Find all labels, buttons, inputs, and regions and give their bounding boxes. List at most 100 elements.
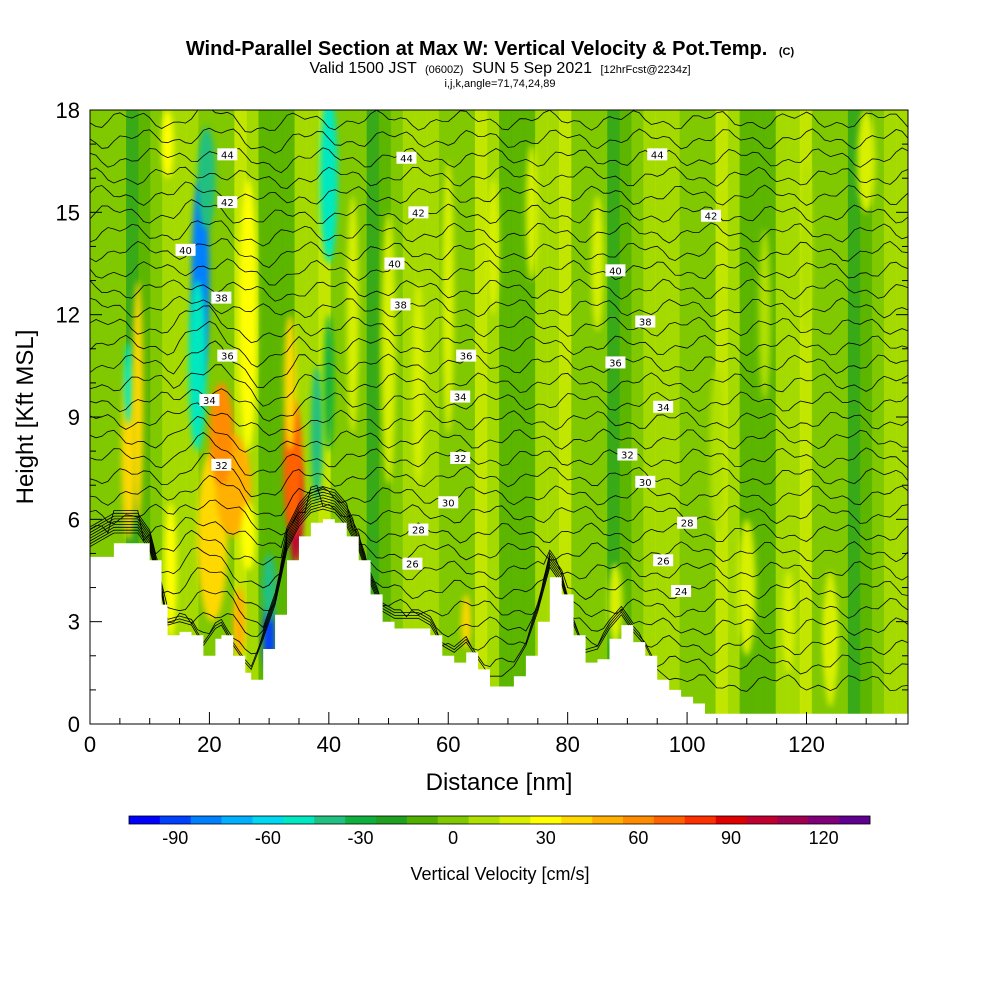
isentrope-label: 38 <box>635 315 656 328</box>
colorbar-swatch <box>746 816 778 824</box>
y-tick-label: 18 <box>56 98 80 123</box>
colorbar-swatch <box>623 816 655 824</box>
colorbar-swatch <box>376 816 408 824</box>
isentrope-labels: 44 44 44 42 42 42 40 40 40 38 38 38 36 36 36 34 34 34 32 32… <box>175 148 721 598</box>
isentrope-label: 32 <box>211 458 232 472</box>
velocity-band <box>787 110 801 724</box>
velocity-cell <box>197 127 216 230</box>
isentrope-label-text: 36 <box>609 358 622 369</box>
colorbar-swatch <box>530 816 562 824</box>
velocity-cell <box>310 365 323 503</box>
x-tick-label: 80 <box>555 732 579 757</box>
velocity-band <box>450 110 464 724</box>
isentrope-line <box>90 220 908 247</box>
y-tick-label: 9 <box>68 405 80 430</box>
isentrope-line <box>90 278 908 302</box>
isentrope-label-bg <box>211 458 232 471</box>
colorbar-tick-label: 30 <box>536 828 556 848</box>
isentrope-label: 32 <box>450 451 471 465</box>
isentrope-line <box>90 388 908 422</box>
isentrope-label-text: 32 <box>621 451 634 462</box>
colorbar-swatch <box>406 816 439 824</box>
isentrope-label-bg <box>647 148 668 161</box>
isentrope-label-bg <box>384 257 405 270</box>
colorbar-swatch <box>314 816 346 824</box>
isentrope-label-bg <box>605 264 626 277</box>
colorbar-frame <box>128 815 871 825</box>
svg-text:Wind-Parallel Section at Max W: Wind-Parallel Section at Max W: Vertical… <box>186 38 795 60</box>
colorbar-swatch <box>561 816 593 824</box>
isentrope-line <box>90 485 908 536</box>
isentrope-label: 36 <box>217 349 238 363</box>
velocity-band <box>691 110 705 724</box>
colorbar-tick-label: 60 <box>628 828 648 848</box>
isentrope-line <box>90 110 908 133</box>
isentrope-label-text: 38 <box>639 317 652 328</box>
isentrope-label-bg <box>450 451 471 464</box>
isentrope-label: 42 <box>700 209 721 223</box>
isentrope-line <box>90 258 908 286</box>
isentrope-label-text: 32 <box>215 461 228 472</box>
subtitle-params: i,j,k,angle=71,74,24,89 <box>444 78 555 90</box>
isentrope-line <box>90 500 908 638</box>
velocity-cell <box>591 195 604 332</box>
velocity-cell <box>381 212 396 486</box>
terrain-mask <box>90 519 908 724</box>
colorbar-title: Vertical Velocity [cm/s] <box>410 864 589 884</box>
isentrope-label-bg <box>217 196 238 209</box>
isentrope-label-text: 36 <box>221 352 234 363</box>
isentrope-label-text: 28 <box>681 519 694 530</box>
isentrope-label: 40 <box>605 264 626 277</box>
isentrope-label: 38 <box>211 291 232 305</box>
isentrope-label-text: 32 <box>454 454 467 465</box>
isentrope-label-text: 24 <box>675 587 688 598</box>
isentrope-label-text: 44 <box>400 154 413 165</box>
isentrope-label-text: 28 <box>412 526 425 537</box>
x-tick-label: 40 <box>317 732 341 757</box>
velocity-cell <box>124 341 134 424</box>
isentrope-line <box>90 165 908 190</box>
isentrope-label-text: 40 <box>179 246 192 257</box>
x-tick-label: 20 <box>197 732 221 757</box>
velocity-cell <box>461 594 471 649</box>
colorbar-swatch <box>715 816 747 824</box>
velocity-band <box>474 110 488 724</box>
velocity-band <box>703 110 717 724</box>
colorbar-swatch <box>499 816 531 824</box>
isentrope-label-bg <box>653 400 674 413</box>
velocity-cell <box>161 110 174 179</box>
y-axis-label: Height [Kft MSL] <box>12 330 39 505</box>
velocity-band <box>402 110 416 724</box>
velocity-band <box>823 110 837 724</box>
colorbar: -90 -60 -30 0 30 60 90 120 <box>128 815 871 848</box>
isentrope-label: 42 <box>408 206 429 219</box>
isentrope-label: 40 <box>384 257 405 271</box>
velocity-cell <box>319 110 338 264</box>
velocity-cell <box>782 570 795 673</box>
isentrope-line <box>90 402 908 436</box>
velocity-cell <box>346 195 359 435</box>
velocity-band <box>871 110 885 724</box>
isentrope-label-text: 42 <box>221 198 234 209</box>
isentrope-line <box>90 494 908 612</box>
colorbar-swatch <box>808 816 840 824</box>
colorbar-tick-label: -60 <box>255 828 281 848</box>
velocity-cell <box>324 314 334 452</box>
velocity-band <box>499 110 512 724</box>
isentrope-line <box>90 503 908 657</box>
isentrope-label-bg <box>456 349 477 362</box>
colorbar-swatch <box>592 816 624 824</box>
isentrope-label-bg <box>617 448 638 461</box>
isentrope-line <box>90 416 908 453</box>
colorbar-swatch <box>221 816 253 824</box>
velocity-band <box>511 110 524 724</box>
isentrope-label-bg <box>175 243 196 256</box>
velocity-band <box>847 110 861 724</box>
colorbar-swatch <box>345 816 377 824</box>
isentrope-label-bg <box>677 516 698 529</box>
isentrope-label-bg <box>217 349 238 362</box>
colorbar-swatch <box>283 816 315 824</box>
subtitle-valid: Valid 1500 JST <box>309 60 417 77</box>
velocity-cell <box>241 502 256 571</box>
